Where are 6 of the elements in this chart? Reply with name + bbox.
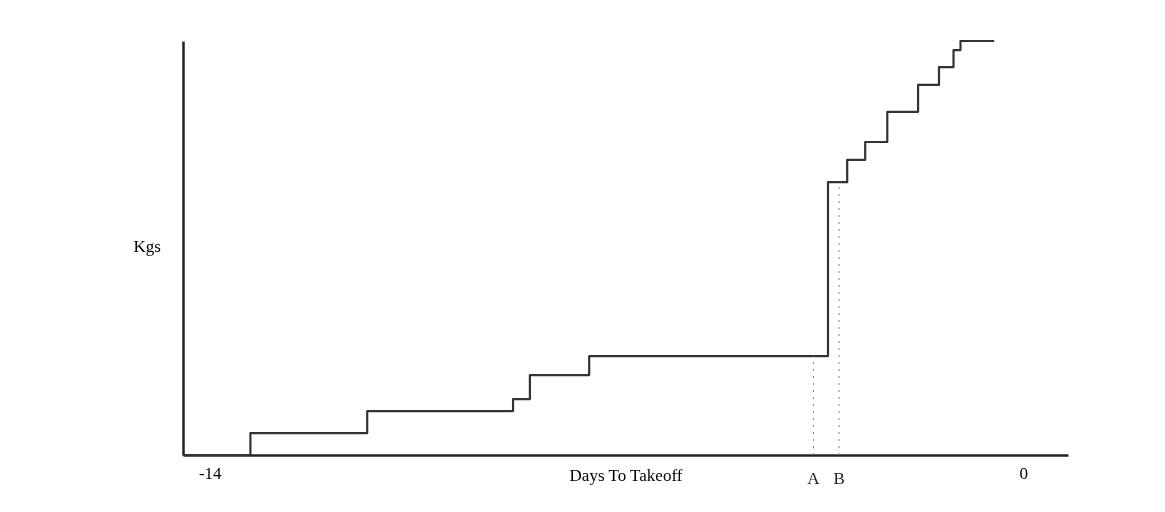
ref-line-label: B	[833, 469, 845, 488]
x-axis-title: Days To Takeoff	[569, 465, 683, 485]
y-axis-title: Kgs	[133, 236, 161, 256]
x-tick-label: -14	[198, 463, 223, 483]
ref-line-label: A	[807, 469, 821, 488]
x-tick-label: 0	[1019, 463, 1029, 483]
